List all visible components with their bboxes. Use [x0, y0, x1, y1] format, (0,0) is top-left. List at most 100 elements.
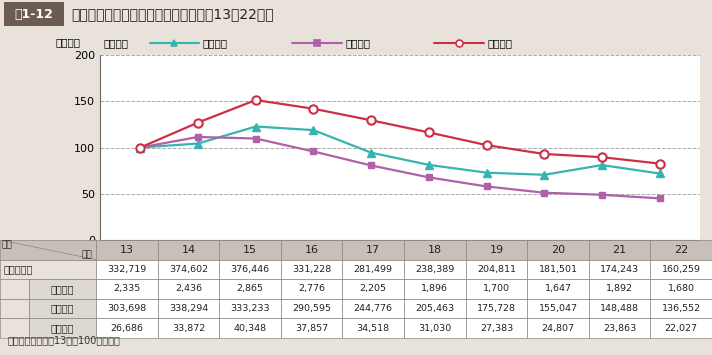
- Text: 181,501: 181,501: [538, 265, 577, 274]
- Bar: [589, 299, 650, 318]
- Text: 2,205: 2,205: [360, 284, 387, 294]
- Text: 注：指数は、平成13年を100とした。: 注：指数は、平成13年を100とした。: [7, 335, 120, 345]
- Text: 148,488: 148,488: [600, 304, 639, 313]
- Bar: [466, 260, 527, 279]
- Text: 332,719: 332,719: [108, 265, 147, 274]
- Text: 住居侵入: 住居侵入: [51, 323, 74, 333]
- Text: 136,552: 136,552: [661, 304, 701, 313]
- Bar: [342, 279, 404, 299]
- Text: 14: 14: [182, 245, 196, 255]
- Bar: [342, 240, 404, 260]
- Text: 13: 13: [120, 245, 134, 255]
- Bar: [527, 240, 589, 260]
- Text: 侵入強盗: 侵入強盗: [51, 284, 74, 294]
- Bar: [158, 240, 219, 260]
- Text: 26,686: 26,686: [110, 324, 143, 333]
- Bar: [96, 260, 158, 279]
- Text: 21: 21: [612, 245, 627, 255]
- Text: 17: 17: [366, 245, 380, 255]
- Text: 244,776: 244,776: [354, 304, 393, 313]
- Bar: [589, 260, 650, 279]
- Bar: [527, 260, 589, 279]
- Bar: [527, 299, 589, 318]
- Bar: [158, 299, 219, 318]
- Text: 18: 18: [428, 245, 442, 255]
- Text: 2,776: 2,776: [298, 284, 325, 294]
- Text: 331,228: 331,228: [292, 265, 331, 274]
- Text: 24,807: 24,807: [542, 324, 575, 333]
- Text: 図1-12: 図1-12: [14, 7, 53, 21]
- Bar: [219, 318, 281, 338]
- Text: 15: 15: [243, 245, 257, 255]
- Bar: [0, 318, 28, 338]
- Bar: [342, 260, 404, 279]
- Text: 16: 16: [305, 245, 319, 255]
- Bar: [342, 318, 404, 338]
- Text: 205,463: 205,463: [415, 304, 454, 313]
- Text: 174,243: 174,243: [600, 265, 639, 274]
- Bar: [651, 318, 712, 338]
- Text: 合計（件）: 合計（件）: [4, 264, 33, 274]
- Bar: [589, 318, 650, 338]
- Bar: [404, 318, 466, 338]
- Text: 338,294: 338,294: [169, 304, 208, 313]
- Text: 238,389: 238,389: [415, 265, 454, 274]
- Bar: [651, 260, 712, 279]
- Text: 19: 19: [489, 245, 503, 255]
- Bar: [404, 240, 466, 260]
- Text: 2,335: 2,335: [113, 284, 140, 294]
- Bar: [466, 240, 527, 260]
- Bar: [0, 299, 28, 318]
- Text: 27,383: 27,383: [480, 324, 513, 333]
- Text: 333,233: 333,233: [230, 304, 270, 313]
- Bar: [404, 279, 466, 299]
- Text: 281,499: 281,499: [354, 265, 393, 274]
- Text: 155,047: 155,047: [538, 304, 577, 313]
- Bar: [0, 240, 96, 260]
- Bar: [28, 279, 96, 299]
- Text: 1,700: 1,700: [483, 284, 510, 294]
- Bar: [219, 260, 281, 279]
- Bar: [281, 240, 342, 260]
- Bar: [219, 299, 281, 318]
- Text: 374,602: 374,602: [169, 265, 208, 274]
- Text: 175,728: 175,728: [477, 304, 516, 313]
- Text: 34,518: 34,518: [357, 324, 390, 333]
- Text: 303,698: 303,698: [108, 304, 147, 313]
- Text: 23,863: 23,863: [603, 324, 637, 333]
- Bar: [281, 299, 342, 318]
- Bar: [466, 279, 527, 299]
- Text: 侵入強盗: 侵入強盗: [203, 38, 228, 48]
- Text: 160,259: 160,259: [661, 265, 701, 274]
- Text: 1,896: 1,896: [422, 284, 449, 294]
- Bar: [527, 318, 589, 338]
- Bar: [651, 240, 712, 260]
- Text: 区分: 区分: [1, 240, 12, 250]
- Text: 20: 20: [551, 245, 565, 255]
- Bar: [281, 279, 342, 299]
- Text: 40,348: 40,348: [234, 324, 267, 333]
- Text: 376,446: 376,446: [231, 265, 270, 274]
- Text: 204,811: 204,811: [477, 265, 516, 274]
- Text: 37,857: 37,857: [295, 324, 328, 333]
- Bar: [158, 260, 219, 279]
- Bar: [96, 318, 158, 338]
- Text: 22,027: 22,027: [665, 324, 698, 333]
- Text: 1,680: 1,680: [668, 284, 695, 294]
- Bar: [466, 299, 527, 318]
- Bar: [96, 240, 158, 260]
- Bar: [0, 260, 96, 279]
- Bar: [96, 299, 158, 318]
- Bar: [28, 299, 96, 318]
- Bar: [219, 279, 281, 299]
- Bar: [28, 318, 96, 338]
- Text: 22: 22: [674, 245, 689, 255]
- Text: 33,872: 33,872: [172, 324, 205, 333]
- Bar: [281, 260, 342, 279]
- Bar: [404, 299, 466, 318]
- Text: 2,865: 2,865: [236, 284, 263, 294]
- Text: 主な侵入犯罪の認知件数の推移（平成13～22年）: 主な侵入犯罪の認知件数の推移（平成13～22年）: [71, 7, 274, 21]
- Bar: [342, 299, 404, 318]
- FancyBboxPatch shape: [4, 2, 64, 26]
- Text: 290,595: 290,595: [292, 304, 331, 313]
